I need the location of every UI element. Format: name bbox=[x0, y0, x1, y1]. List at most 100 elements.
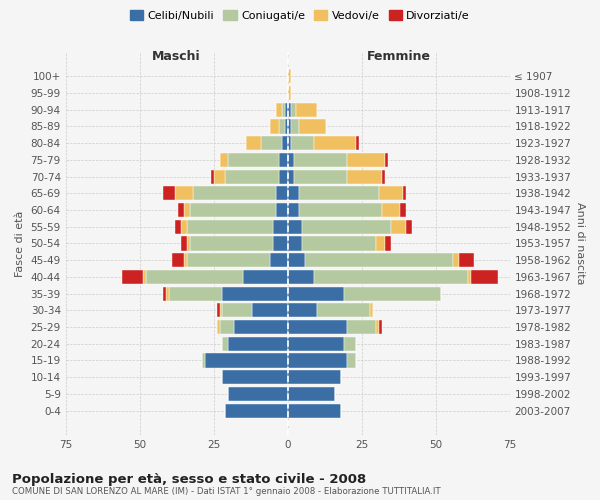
Bar bbox=[344, 336, 356, 351]
Bar bbox=[211, 170, 214, 183]
Bar bbox=[459, 253, 474, 268]
Bar bbox=[223, 336, 229, 351]
Bar bbox=[281, 136, 287, 150]
Bar bbox=[317, 303, 370, 318]
Bar bbox=[287, 236, 302, 250]
Bar bbox=[223, 370, 287, 384]
Bar bbox=[347, 170, 382, 183]
Bar bbox=[287, 69, 290, 84]
Bar bbox=[293, 153, 347, 167]
Bar bbox=[347, 354, 356, 368]
Bar bbox=[190, 203, 276, 217]
Bar bbox=[163, 286, 166, 300]
Bar bbox=[175, 186, 193, 200]
Bar bbox=[290, 136, 314, 150]
Bar bbox=[187, 236, 190, 250]
Bar bbox=[279, 170, 287, 183]
Bar bbox=[172, 253, 184, 268]
Bar bbox=[122, 270, 143, 284]
Bar bbox=[193, 186, 276, 200]
Bar bbox=[287, 86, 290, 100]
Bar bbox=[370, 303, 373, 318]
Bar bbox=[284, 120, 287, 134]
Bar bbox=[287, 286, 344, 300]
Bar bbox=[287, 270, 314, 284]
Bar bbox=[314, 270, 468, 284]
Bar bbox=[290, 102, 296, 117]
Text: Maschi: Maschi bbox=[152, 50, 201, 63]
Bar bbox=[229, 336, 287, 351]
Bar bbox=[178, 203, 184, 217]
Bar bbox=[163, 186, 175, 200]
Y-axis label: Anni di nascita: Anni di nascita bbox=[575, 202, 585, 284]
Bar bbox=[356, 136, 359, 150]
Bar bbox=[190, 236, 273, 250]
Bar bbox=[181, 220, 187, 234]
Bar bbox=[299, 186, 379, 200]
Bar bbox=[376, 320, 379, 334]
Bar bbox=[261, 136, 281, 150]
Bar bbox=[187, 220, 273, 234]
Bar bbox=[279, 120, 284, 134]
Bar bbox=[246, 136, 261, 150]
Bar bbox=[287, 320, 347, 334]
Bar bbox=[347, 153, 385, 167]
Bar bbox=[279, 153, 287, 167]
Bar bbox=[382, 203, 400, 217]
Text: Femmine: Femmine bbox=[367, 50, 431, 63]
Bar bbox=[305, 253, 453, 268]
Bar bbox=[376, 236, 385, 250]
Bar bbox=[287, 404, 341, 417]
Bar bbox=[229, 387, 287, 401]
Bar bbox=[226, 170, 279, 183]
Bar bbox=[296, 102, 317, 117]
Bar bbox=[223, 303, 252, 318]
Bar bbox=[273, 236, 287, 250]
Bar bbox=[290, 120, 299, 134]
Bar bbox=[471, 270, 497, 284]
Bar bbox=[287, 220, 302, 234]
Bar bbox=[299, 203, 382, 217]
Bar bbox=[287, 303, 317, 318]
Bar bbox=[146, 270, 243, 284]
Bar bbox=[187, 253, 270, 268]
Bar bbox=[302, 220, 391, 234]
Bar bbox=[391, 220, 406, 234]
Bar bbox=[385, 236, 391, 250]
Bar bbox=[287, 186, 299, 200]
Bar bbox=[287, 354, 347, 368]
Bar bbox=[400, 203, 406, 217]
Bar bbox=[276, 186, 287, 200]
Bar bbox=[169, 286, 223, 300]
Bar bbox=[252, 303, 287, 318]
Bar bbox=[229, 153, 279, 167]
Bar bbox=[287, 253, 305, 268]
Bar bbox=[220, 153, 229, 167]
Bar bbox=[287, 102, 290, 117]
Text: COMUNE DI SAN LORENZO AL MARE (IM) - Dati ISTAT 1° gennaio 2008 - Elaborazione T: COMUNE DI SAN LORENZO AL MARE (IM) - Dat… bbox=[12, 488, 440, 496]
Bar bbox=[243, 270, 287, 284]
Y-axis label: Fasce di età: Fasce di età bbox=[15, 210, 25, 276]
Bar bbox=[287, 120, 290, 134]
Bar bbox=[143, 270, 146, 284]
Bar bbox=[166, 286, 169, 300]
Legend: Celibi/Nubili, Coniugati/e, Vedovi/e, Divorziati/e: Celibi/Nubili, Coniugati/e, Vedovi/e, Di… bbox=[125, 6, 475, 25]
Bar bbox=[287, 170, 293, 183]
Bar bbox=[235, 320, 287, 334]
Bar bbox=[382, 170, 385, 183]
Bar bbox=[379, 186, 403, 200]
Bar bbox=[293, 170, 347, 183]
Bar bbox=[217, 320, 220, 334]
Bar bbox=[270, 120, 279, 134]
Bar bbox=[276, 203, 287, 217]
Bar bbox=[287, 336, 344, 351]
Bar bbox=[453, 253, 459, 268]
Bar bbox=[468, 270, 471, 284]
Bar bbox=[281, 102, 284, 117]
Bar bbox=[273, 220, 287, 234]
Bar bbox=[287, 370, 341, 384]
Bar bbox=[205, 354, 287, 368]
Bar bbox=[347, 320, 376, 334]
Bar bbox=[302, 236, 376, 250]
Bar bbox=[287, 387, 335, 401]
